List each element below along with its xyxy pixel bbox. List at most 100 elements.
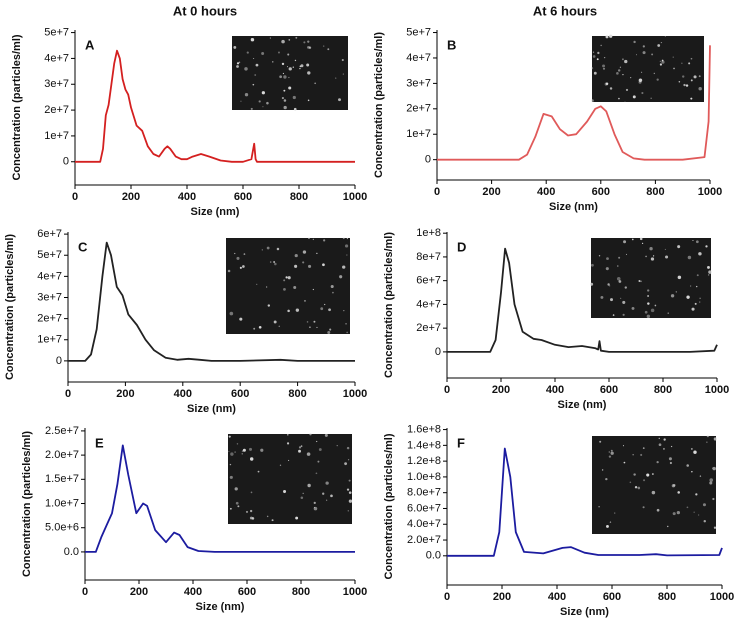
- inset-speck: [343, 309, 345, 312]
- inset-speck: [647, 295, 649, 297]
- panel-label: D: [457, 239, 466, 254]
- y-axis-label: Concentration (particles/ml): [21, 431, 33, 577]
- inset-speck: [322, 45, 325, 47]
- inset-speck: [650, 97, 652, 99]
- inset-speck: [335, 77, 337, 79]
- inset-speck: [664, 35, 666, 38]
- inset-speck: [695, 240, 699, 244]
- inset-speck: [273, 320, 277, 324]
- inset-speck: [607, 283, 610, 286]
- inset-speck: [637, 486, 641, 490]
- y-tick-label: 1.4e+8: [407, 439, 441, 451]
- x-tick-label: 0: [444, 591, 450, 603]
- inset-speck: [234, 487, 238, 491]
- x-tick-label: 0: [72, 191, 78, 203]
- inset-speck: [610, 298, 613, 302]
- inset-speck: [677, 245, 681, 249]
- inset-speck: [249, 516, 253, 520]
- inset-speck: [336, 444, 338, 447]
- inset-speck: [696, 274, 699, 277]
- inset-speck: [249, 457, 254, 461]
- inset-speck: [686, 295, 690, 299]
- inset-speck: [656, 460, 659, 464]
- y-tick-label: 0: [63, 156, 69, 168]
- inset-speck: [646, 314, 651, 319]
- inset-speck: [605, 267, 609, 271]
- inset-speck: [346, 488, 350, 491]
- inset-speck: [631, 306, 635, 310]
- inset-speck: [694, 302, 697, 305]
- inset-speck: [243, 253, 246, 255]
- panel-label: A: [85, 37, 95, 52]
- y-tick-label: 6e+7: [416, 275, 441, 287]
- inset-speck: [283, 89, 286, 92]
- inset-speck: [316, 252, 318, 255]
- inset-image: [592, 436, 716, 534]
- inset-speck: [323, 239, 326, 242]
- inset-speck: [308, 264, 312, 268]
- inset-speck: [642, 506, 645, 509]
- column-header: At 6 hours: [533, 3, 597, 18]
- inset-speck: [632, 454, 634, 456]
- inset-speck: [640, 280, 642, 283]
- data-line: [447, 447, 723, 557]
- inset-speck: [266, 246, 270, 250]
- inset-speck: [257, 470, 260, 473]
- inset-speck: [610, 449, 613, 452]
- inset-speck: [306, 452, 311, 456]
- inset-speck: [622, 300, 626, 304]
- inset-speck: [288, 38, 291, 41]
- inset-speck: [622, 58, 624, 61]
- inset-speck: [252, 83, 255, 86]
- inset-speck: [273, 261, 276, 263]
- x-axis-label: Size (nm): [187, 403, 236, 415]
- inset-speck: [699, 475, 702, 477]
- panel-label: E: [95, 435, 104, 450]
- inset-speck: [675, 291, 677, 293]
- inset-speck: [302, 261, 305, 264]
- inset-speck: [250, 38, 253, 40]
- inset-speck: [283, 288, 286, 291]
- inset-speck: [616, 276, 621, 281]
- inset-speck: [236, 443, 239, 445]
- inset-speck: [624, 59, 628, 64]
- inset-speck: [665, 255, 669, 259]
- inset-speck: [650, 257, 655, 261]
- inset-speck: [285, 276, 288, 279]
- y-tick-label: 6e+7: [37, 228, 62, 240]
- inset-speck: [673, 67, 675, 70]
- inset-speck: [603, 57, 606, 59]
- inset-speck: [302, 250, 307, 254]
- inset-speck: [590, 263, 594, 267]
- inset-speck: [312, 288, 314, 291]
- inset-speck: [670, 445, 673, 448]
- inset-speck: [283, 99, 287, 102]
- inset-speck: [282, 72, 285, 75]
- inset-speck: [317, 460, 320, 463]
- y-tick-label: 0: [56, 355, 62, 367]
- inset-speck: [236, 65, 239, 68]
- inset-speck: [642, 45, 645, 48]
- inset-speck: [293, 107, 297, 111]
- inset-speck: [342, 237, 345, 240]
- inset-speck: [312, 238, 315, 241]
- inset-speck: [690, 97, 693, 100]
- inset-speck: [279, 75, 283, 79]
- inset-speck: [307, 99, 310, 102]
- inset-speck: [314, 82, 317, 85]
- inset-speck: [348, 479, 351, 482]
- inset-speck: [643, 479, 646, 482]
- inset-speck: [261, 91, 265, 95]
- inset-speck: [605, 82, 609, 86]
- y-tick-label: 5.0e+6: [45, 522, 79, 534]
- inset-speck: [346, 331, 349, 334]
- inset-speck: [625, 88, 629, 92]
- inset-speck: [281, 62, 285, 66]
- x-tick-label: 400: [178, 191, 196, 203]
- y-tick-label: 4e+7: [406, 52, 431, 64]
- inset-speck: [346, 237, 349, 240]
- inset-speck: [672, 512, 676, 516]
- inset-speck: [649, 247, 653, 251]
- x-tick-label: 800: [658, 591, 676, 603]
- inset-speck: [278, 325, 280, 328]
